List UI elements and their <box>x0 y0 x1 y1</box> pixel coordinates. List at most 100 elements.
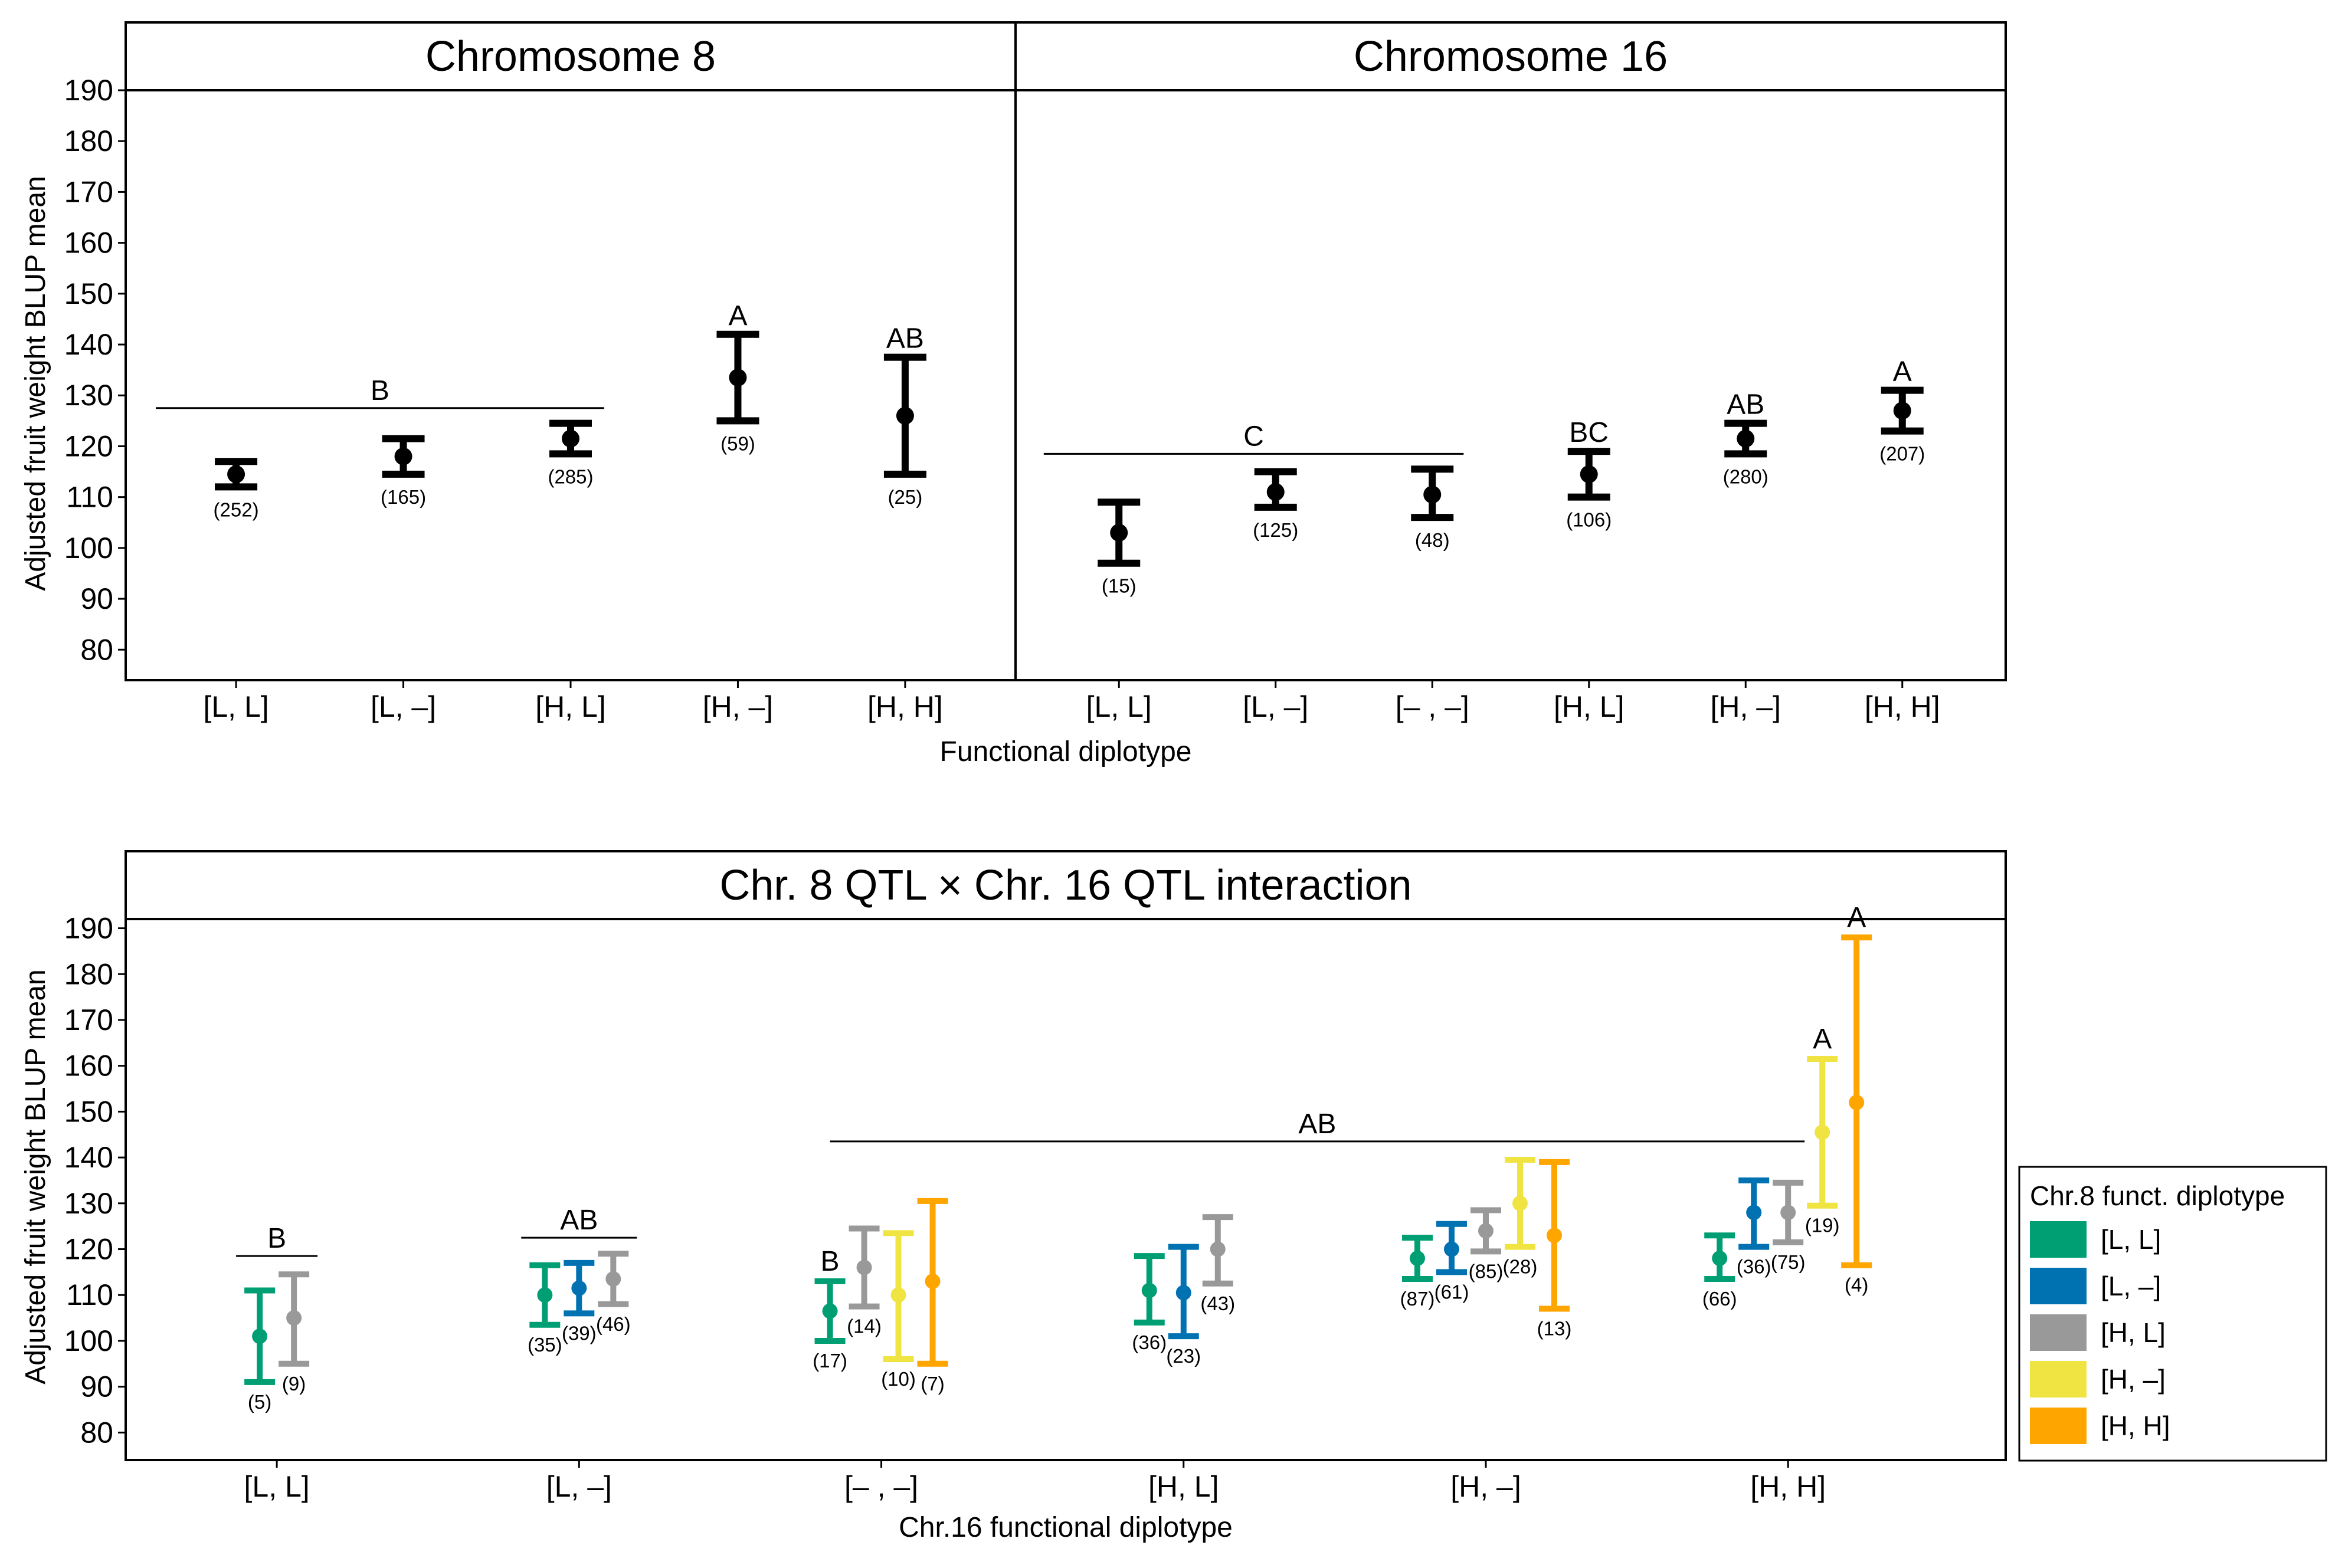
x-tick-label-h-l: [H, L] <box>1148 1470 1219 1503</box>
y-tick-label: 90 <box>80 1370 113 1403</box>
chr8-strip <box>125 21 1017 91</box>
x-tick-label-h-l: [H, L] <box>535 690 605 723</box>
significance-letter: AB <box>1298 1108 1336 1140</box>
count-label: (5) <box>248 1391 271 1413</box>
count-label: (48) <box>1415 529 1450 551</box>
legend-swatch-h-h <box>2030 1408 2087 1444</box>
count-label: (15) <box>1102 575 1137 597</box>
x-tick-label-l-l: [L, L] <box>244 1470 310 1503</box>
legend-swatch-l-l <box>2030 1221 2087 1258</box>
y-tick-label: 180 <box>64 124 113 158</box>
top-chart: Chromosome 8 [L, L] [L, –] [H, L] [H, –] [H,… <box>20 21 2007 767</box>
count-label: (207) <box>1879 443 1925 465</box>
count-label: (13) <box>1537 1318 1572 1340</box>
x-tick-label-dash: [– , –] <box>1396 690 1469 723</box>
mean-point-h-l-h-l <box>1210 1241 1226 1257</box>
significance-letter: A <box>1893 356 1912 388</box>
count-label: (85) <box>1469 1260 1504 1282</box>
x-tick-label-dash: [– , –] <box>844 1470 918 1503</box>
count-label: (4) <box>1845 1274 1868 1296</box>
legend-label-l: [L, –] <box>2101 1271 2161 1301</box>
count-label: (106) <box>1566 509 1612 531</box>
mean-point-h-l-l-l <box>1141 1282 1157 1298</box>
legend-swatch-h <box>2030 1361 2087 1398</box>
count-label: (23) <box>1166 1345 1201 1367</box>
mean-point-h-h <box>1512 1195 1528 1211</box>
mean-point-l-h-l <box>605 1271 621 1287</box>
significance-letter: B <box>821 1246 840 1277</box>
y-tick-label: 160 <box>64 227 113 260</box>
mean-point-dash-h-l <box>856 1259 872 1275</box>
count-label: (9) <box>282 1373 306 1395</box>
y-tick-label: 180 <box>64 957 113 990</box>
x-tick-label-l: [L, –] <box>371 690 436 723</box>
count-label: (280) <box>1723 465 1768 487</box>
legend-swatch-h-l <box>2030 1314 2087 1351</box>
x-tick-label-h: [H, –] <box>1711 690 1781 723</box>
x-tick-label-l: [L, –] <box>1243 690 1308 723</box>
chr16-marks: [L, L] [L, –] [– , –] [H, L] [H, –] [H, H] (15… <box>1043 356 1940 723</box>
mean-point-h-h <box>896 406 914 425</box>
mean-point-h-h-h <box>1815 1124 1830 1140</box>
mean-point-h-h <box>1893 402 1911 420</box>
x-tick-label-l: [L, –] <box>546 1470 612 1503</box>
mean-point-dash-h-h <box>925 1273 941 1289</box>
legend-entries: [L, L] [L, –] [H, L] [H, –] [H, H] <box>2030 1221 2170 1444</box>
y-tick-label: 100 <box>64 532 113 565</box>
significance-letter: A <box>1847 902 1866 933</box>
count-label: (19) <box>1805 1215 1840 1236</box>
interaction-plot-border <box>125 918 2007 1461</box>
mean-point-dash <box>1423 486 1442 504</box>
significance-letter: A <box>1813 1024 1832 1055</box>
count-label: (36) <box>1737 1256 1771 1278</box>
legend-label-h-l: [H, L] <box>2101 1317 2166 1348</box>
chr16-strip <box>1014 21 2007 91</box>
significance-letter: AB <box>1727 389 1764 421</box>
y-tick-label: 190 <box>64 912 113 945</box>
mean-point-h <box>1737 429 1755 448</box>
bottom-chart: Chr. 8 QTL × Chr. 16 QTL interaction [L,… <box>20 850 2327 1543</box>
mean-point-l-l <box>571 1280 587 1296</box>
count-label: (125) <box>1253 519 1298 541</box>
mean-point-h-h-h <box>1546 1228 1562 1244</box>
chr8-strip-title: Chromosome 8 <box>425 33 716 80</box>
count-label: (35) <box>528 1334 562 1356</box>
mean-point-l-l-h-l <box>286 1310 302 1326</box>
y-tick-label: 190 <box>64 74 113 107</box>
bottom-x-axis-label: Chr.16 functional diplotype <box>899 1512 1233 1543</box>
y-tick-label: 130 <box>64 379 113 412</box>
mean-point-l <box>1266 483 1285 501</box>
mean-point-h-h-h-l <box>1780 1205 1796 1221</box>
mean-point-l-l-l-l <box>252 1328 268 1344</box>
y-tick-label: 170 <box>64 1003 113 1036</box>
mean-point-h-h-l <box>1478 1223 1494 1239</box>
mean-point-h-l <box>562 429 579 448</box>
x-tick-label-h: [H, –] <box>703 690 773 723</box>
y-tick-label: 100 <box>64 1324 113 1357</box>
y-tick-label: 110 <box>66 1278 113 1311</box>
bottom-y-axis-label: Adjusted fruit weight BLUP mean <box>20 969 51 1385</box>
x-tick-label-l-l: [L, L] <box>203 690 268 723</box>
count-label: (39) <box>562 1322 597 1344</box>
significance-letter: B <box>267 1223 286 1254</box>
legend-label-h-h: [H, H] <box>2101 1410 2170 1441</box>
interaction-strip <box>125 850 2007 920</box>
legend-swatch-l <box>2030 1268 2087 1304</box>
legend-label-l-l: [L, L] <box>2101 1224 2161 1255</box>
chr16-strip-title: Chromosome 16 <box>1354 33 1668 80</box>
count-label: (87) <box>1400 1288 1435 1310</box>
count-label: (75) <box>1771 1251 1806 1273</box>
interaction-marks: [L, L] [L, –] [– , –] [H, L] [H, –] [H, H] (5)… <box>236 902 1872 1503</box>
count-label: (165) <box>381 486 426 508</box>
y-tick-label: 130 <box>64 1187 113 1220</box>
count-label: (7) <box>921 1373 944 1395</box>
mean-point-l <box>394 447 412 465</box>
count-label: (36) <box>1132 1331 1167 1353</box>
mean-point-h-h-h-h <box>1849 1094 1865 1110</box>
chr8-marks: [L, L] [L, –] [H, L] [H, –] [H, H] (252) (165)… <box>156 300 943 723</box>
count-label: (59) <box>720 432 755 454</box>
y-tick-label: 140 <box>64 328 113 361</box>
significance-letter: C <box>1243 421 1264 452</box>
x-tick-label-h-h: [H, H] <box>1865 690 1940 723</box>
